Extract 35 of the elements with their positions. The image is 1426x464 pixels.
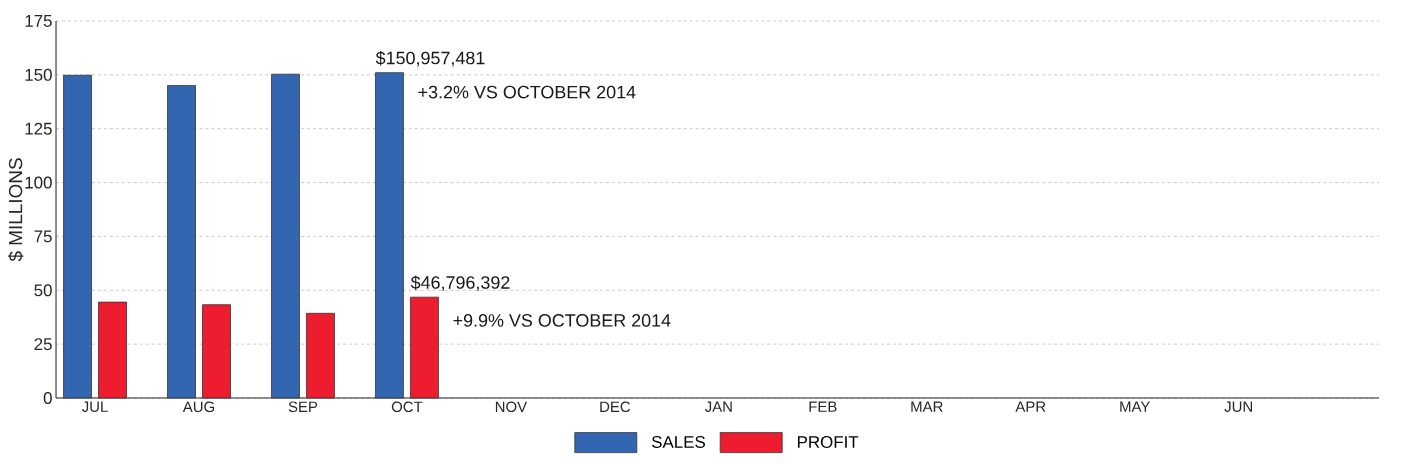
x-tick-label: SEP: [288, 401, 318, 413]
x-tick-label: DEC: [600, 401, 631, 413]
x-tick-label: MAR: [911, 401, 943, 412]
x-tick-label: JUL: [81, 401, 108, 412]
bar: [63, 74, 92, 399]
x-tick-label: AUG: [182, 401, 215, 413]
bar: [410, 296, 439, 399]
y-tick-label: 0: [43, 391, 52, 404]
x-tick-label: JUN: [1224, 401, 1252, 412]
legend-label: PROFIT: [797, 435, 859, 448]
annotation: $150,957,481: [375, 50, 485, 67]
bar: [167, 85, 196, 399]
y-tick-label: 50: [34, 284, 52, 297]
annotation: $46,796,392: [410, 275, 510, 291]
y-tick-label: 75: [34, 230, 52, 243]
x-tick-label: MAY: [1120, 401, 1151, 412]
y-tick-label: 175: [25, 15, 52, 27]
x-tick-label: JAN: [704, 401, 732, 412]
y-axis-title: $ MILLIONS: [8, 158, 24, 262]
y-tick-label: 150: [25, 68, 52, 81]
x-tick-label: OCT: [391, 401, 423, 413]
bar: [98, 301, 127, 399]
y-tick-label: 25: [34, 338, 52, 351]
x-tick-label: NOV: [495, 401, 528, 413]
y-tick-label: 125: [25, 122, 52, 135]
x-tick-label: FEB: [809, 401, 837, 412]
x-tick-label: APR: [1015, 401, 1046, 412]
bar: [306, 312, 335, 399]
annotation: +3.2% VS OCTOBER 2014: [418, 85, 636, 99]
legend-label: SALES: [651, 435, 706, 448]
bar: [202, 304, 231, 399]
bar: [271, 73, 300, 399]
y-tick-label: 100: [25, 176, 52, 189]
annotation: +9.9% VS OCTOBER 2014: [453, 314, 671, 327]
bar: [375, 72, 404, 399]
